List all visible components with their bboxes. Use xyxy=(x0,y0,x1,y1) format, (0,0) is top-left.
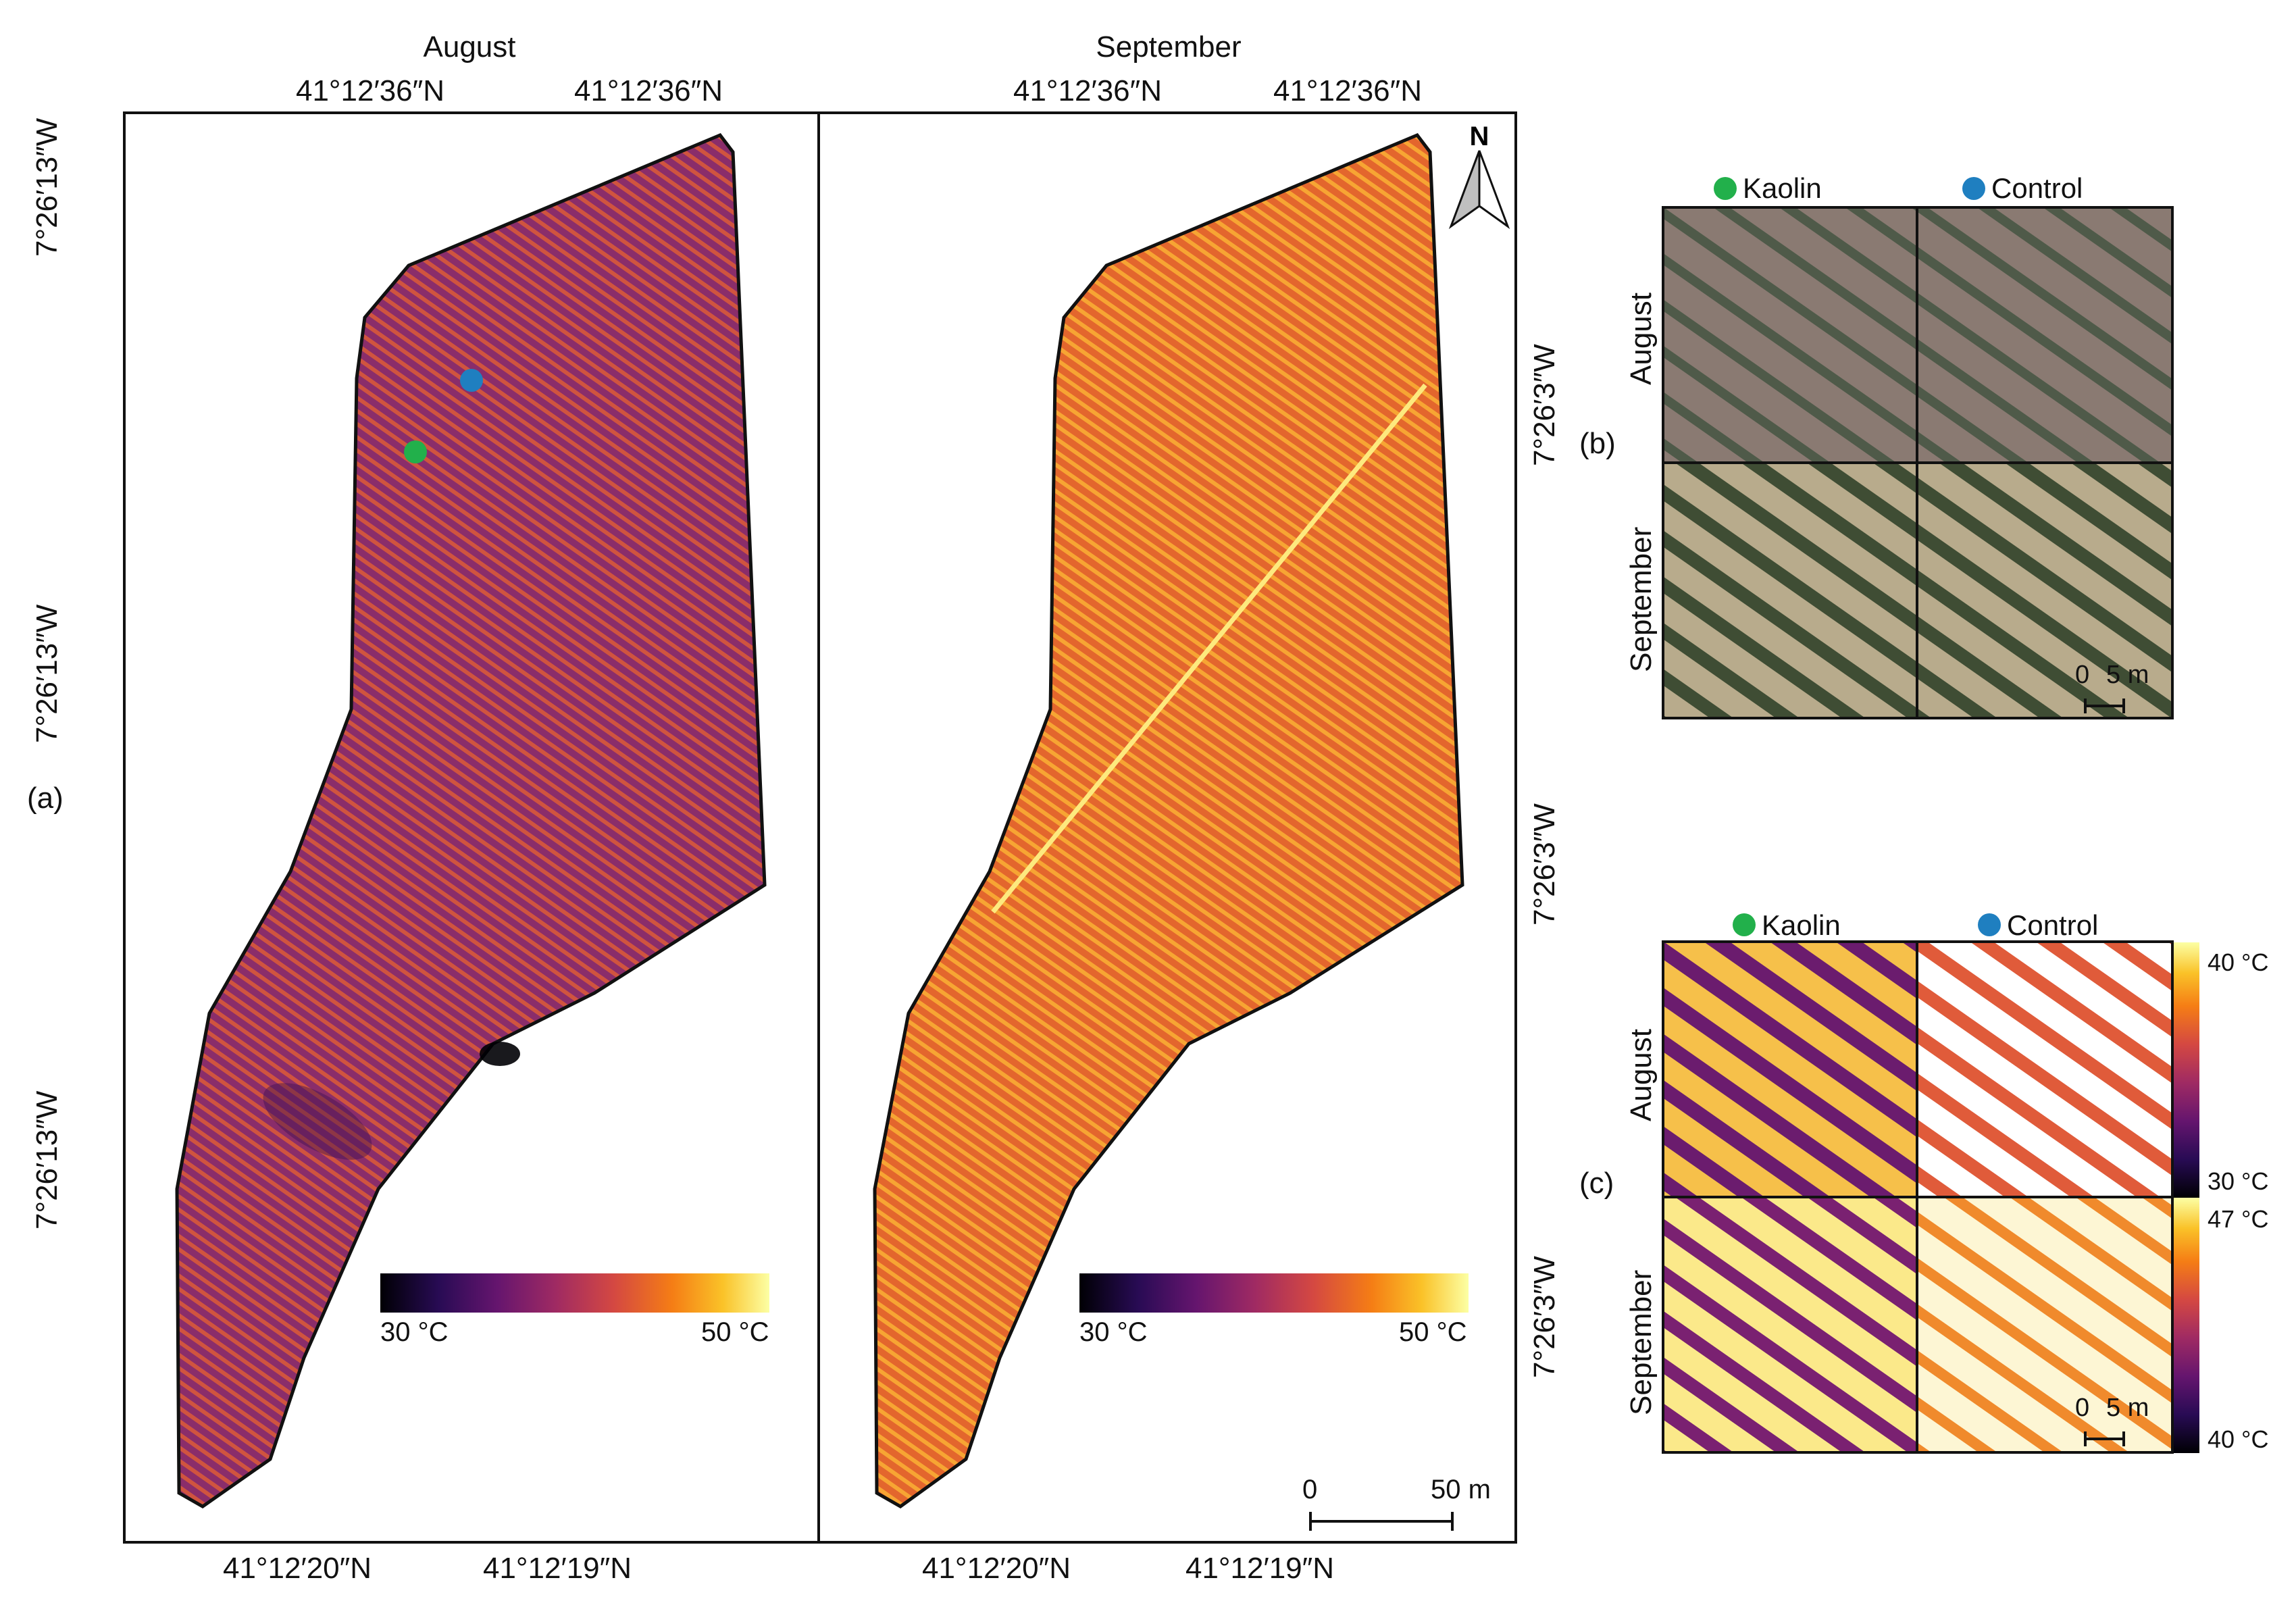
map-frame-september xyxy=(817,111,1517,1544)
scale-bar-c-start: 0 xyxy=(2075,1394,2090,1422)
kaolin-marker xyxy=(404,440,427,463)
scale-bar-a xyxy=(1309,1512,1454,1531)
north-arrow-label: N xyxy=(1470,122,1489,151)
scale-bar-a-end: 50 m xyxy=(1431,1475,1491,1504)
colorbar-c-september-min: 40 °C xyxy=(2208,1425,2269,1453)
top-coord-aug-2: 41°12′36″N xyxy=(573,74,723,107)
top-coord-sep-2: 41°12′36″N xyxy=(1273,74,1423,107)
bottom-coord-aug-2: 41°12′19″N xyxy=(482,1552,632,1585)
colorbar-c-august-min: 30 °C xyxy=(2208,1167,2269,1195)
colorbar-september-max: 50 °C xyxy=(1399,1317,1467,1347)
colorbar-c-september xyxy=(2174,1198,2199,1453)
bottom-coord-sep-1: 41°12′20″N xyxy=(921,1552,1071,1585)
panel-b-grid xyxy=(1662,206,2174,719)
colorbar-august-max: 50 °C xyxy=(701,1317,769,1347)
scale-bar-c xyxy=(2084,1431,2125,1446)
legend-c-control: Control xyxy=(2007,909,2099,941)
panel-b-row-september: September xyxy=(1625,526,1658,672)
scale-bar-a-start: 0 xyxy=(1302,1475,1318,1504)
colorbar-september-min: 30 °C xyxy=(1079,1317,1148,1347)
top-coord-sep-1: 41°12′36″N xyxy=(1013,74,1163,107)
colorbar-c-september-max: 47 °C xyxy=(2208,1205,2269,1233)
legend-c-kaolin: Kaolin xyxy=(1762,909,1841,941)
legend-b-kaolin-dot xyxy=(1714,177,1737,200)
panel-c-row-september: September xyxy=(1625,1269,1658,1415)
panel-c-row-august: August xyxy=(1625,1029,1658,1121)
panel-b-row-august: August xyxy=(1625,293,1658,385)
legend-b-control: Control xyxy=(1991,172,2083,204)
scale-bar-c-end: 5 m xyxy=(2106,1394,2149,1422)
september-map-title: September xyxy=(1096,30,1242,64)
scale-bar-b xyxy=(2084,699,2125,713)
august-map-title: August xyxy=(423,30,516,64)
bottom-coord-sep-2: 41°12′19″N xyxy=(1185,1552,1335,1585)
legend-b-control-dot xyxy=(1962,177,1985,200)
panel-label-c: (c) xyxy=(1579,1167,1614,1200)
north-arrow: N xyxy=(1448,122,1510,230)
colorbar-september xyxy=(1079,1273,1469,1313)
panel-c-grid xyxy=(1662,940,2174,1454)
colorbar-c-august-max: 40 °C xyxy=(2208,948,2269,976)
colorbar-august xyxy=(380,1273,769,1313)
scale-bar-b-start: 0 xyxy=(2075,661,2090,689)
legend-c-control-dot xyxy=(1978,913,2001,936)
legend-b-kaolin: Kaolin xyxy=(1743,172,1822,204)
legend-c-kaolin-dot xyxy=(1733,913,1756,936)
scale-bar-b-end: 5 m xyxy=(2106,661,2149,689)
panel-label-b: (b) xyxy=(1579,427,1616,460)
top-coord-aug-1: 41°12′36″N xyxy=(295,74,445,107)
bottom-coord-aug-1: 41°12′20″N xyxy=(222,1552,372,1585)
colorbar-c-august xyxy=(2174,942,2199,1198)
colorbar-august-min: 30 °C xyxy=(380,1317,449,1347)
panel-label-a: (a) xyxy=(27,782,63,815)
control-marker xyxy=(460,369,483,392)
